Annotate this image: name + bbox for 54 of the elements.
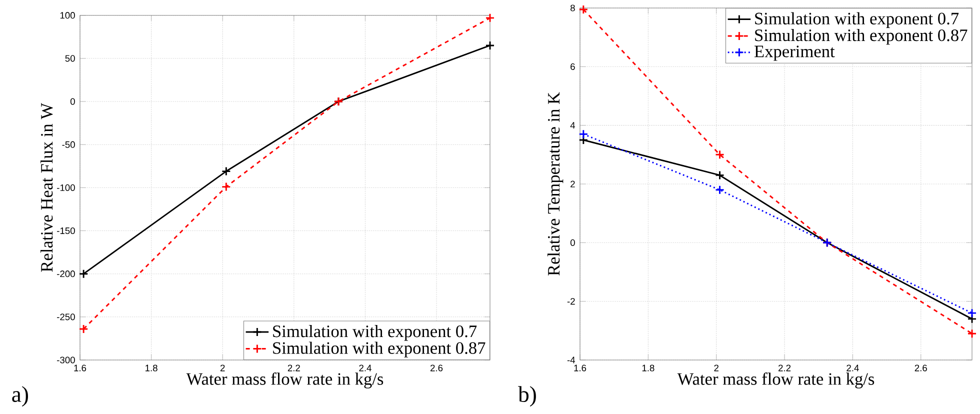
x-tick-label: 2.4 [846, 364, 859, 372]
y-tick-label: 2 [570, 180, 575, 188]
x-axis-title: Water mass flow rate in kg/s [186, 372, 384, 388]
y-tick-label: 50 [65, 55, 75, 62]
point [485, 40, 495, 50]
legend-label: Simulation with exponent 0.87 [755, 28, 968, 45]
x-tick-label: 2.6 [430, 364, 443, 372]
x-axis-title: Water mass flow rate in kg/s [677, 372, 874, 388]
y-tick-label: 0 [570, 239, 575, 246]
y-tick-label: -50 [62, 141, 75, 148]
y-tick-label: -2 [567, 298, 575, 305]
legend-label: Experiment [754, 46, 835, 61]
y-tick-label: -150 [57, 227, 75, 234]
point [221, 182, 231, 192]
legend-label: Simulation with exponent 0.7 [273, 325, 477, 341]
y-axis-title: Relative Temperature in K [547, 92, 564, 276]
y-tick-label: -300 [57, 356, 75, 364]
x-tick-label: 2.2 [778, 364, 791, 372]
y-tick-label: -200 [57, 270, 75, 278]
y-tick-label: -250 [57, 314, 75, 320]
point [485, 13, 495, 23]
point [578, 4, 588, 14]
point [578, 129, 588, 139]
point [221, 166, 231, 176]
y-tick-label: -100 [57, 184, 75, 191]
x-tick-label: 1.6 [74, 364, 86, 372]
x-tick-label: 2.6 [914, 364, 927, 372]
x-tick-label: 1.8 [146, 364, 158, 372]
point [78, 269, 88, 279]
y-axis-title: Relative Heat Flux in W [40, 102, 53, 272]
point [715, 150, 725, 160]
point [78, 324, 88, 334]
point [715, 170, 725, 180]
y-tick-label: 8 [570, 4, 575, 12]
x-tick-label: 1.6 [574, 364, 586, 372]
point [578, 135, 588, 145]
y-tick-label: 6 [570, 63, 575, 70]
point [967, 328, 977, 338]
x-tick-label: 1.8 [642, 364, 654, 372]
x-tick-label: 2 [220, 364, 225, 372]
legend-label: Simulation with exponent 0.87 [273, 342, 486, 358]
x-tick-label: 2.2 [288, 364, 300, 372]
y-tick-label: 0 [70, 98, 75, 105]
point [967, 308, 977, 318]
y-tick-label: 4 [570, 122, 576, 129]
text: b) [518, 386, 536, 407]
y-tick-label: -4 [567, 356, 576, 364]
x-tick-label: 2 [714, 364, 718, 372]
text: a) [12, 386, 28, 407]
x-tick-label: 2.4 [359, 364, 372, 372]
point [967, 314, 977, 324]
point [715, 185, 725, 195]
legend-label: Simulation with exponent 0.7 [755, 12, 959, 28]
y-tick-label: 100 [60, 12, 75, 19]
